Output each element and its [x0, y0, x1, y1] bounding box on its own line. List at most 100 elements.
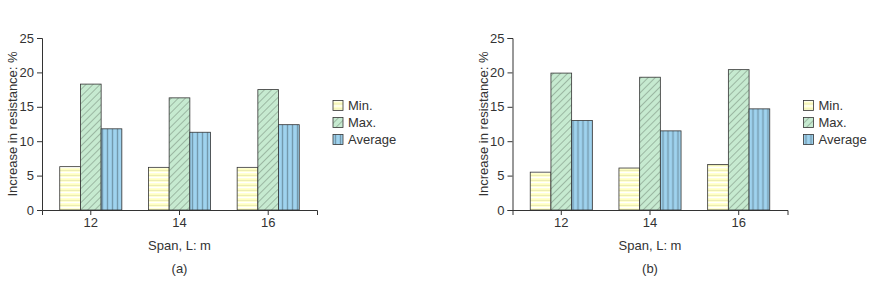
tick-label: 12: [84, 215, 98, 230]
tick-label: 20: [490, 65, 504, 80]
bar: [60, 167, 81, 210]
tick-mark: [508, 72, 513, 73]
tick: 16: [261, 210, 275, 230]
bar: [237, 167, 258, 210]
bar: [279, 125, 300, 210]
bar: [80, 84, 101, 210]
legend-item: Average: [333, 132, 396, 147]
tick-mark: [37, 141, 42, 142]
legend-item: Max.: [804, 115, 847, 130]
tick-label: 0: [27, 203, 34, 218]
tick: 14: [172, 210, 186, 230]
legend-label: Average: [348, 132, 396, 147]
tick: 15: [490, 99, 512, 114]
tick-label: 16: [261, 215, 275, 230]
bar: [551, 73, 572, 210]
chart-title: (a): [172, 261, 188, 276]
bar: [530, 172, 551, 210]
tick-label: 5: [27, 168, 34, 183]
axis-line: [37, 39, 43, 211]
tick-label: 20: [20, 65, 34, 80]
tick-mark: [508, 38, 513, 39]
tick: 5: [497, 168, 512, 183]
legend-label: Average: [819, 132, 867, 147]
tick: 10: [20, 134, 42, 149]
tick-mark: [508, 210, 513, 211]
tick: 25: [20, 31, 42, 46]
tick-label: 12: [554, 215, 568, 230]
x-axis: 12 14 16: [513, 210, 788, 230]
y-axis: 0 5 10 15 20 25: [490, 31, 513, 218]
tick: 10: [490, 134, 512, 149]
tick: 20: [20, 65, 42, 80]
tick: 15: [20, 99, 42, 114]
tick: 12: [84, 210, 98, 230]
tick: 12: [554, 210, 568, 230]
y-axis-title: Increase in resistance: %: [5, 51, 20, 197]
tick-mark: [37, 176, 42, 177]
legend-item: Max.: [333, 115, 376, 130]
bar: [258, 90, 279, 210]
tick-label: 5: [497, 168, 504, 183]
tick: 20: [490, 65, 512, 80]
tick: 25: [490, 31, 512, 46]
bar: [572, 121, 593, 210]
figure: 0 5 10 15 20 25 12 14 16 Increase in resistance: …: [0, 0, 881, 288]
bar: [708, 165, 729, 210]
legend-label: Min.: [819, 98, 844, 113]
bar: [619, 168, 640, 210]
legend-swatch: [333, 101, 343, 111]
chart-panel: 0 5 10 15 20 25 12 14 16 Increase in resistance: …: [5, 31, 396, 276]
legend: Min. Max. Average: [804, 98, 867, 147]
tick-label: 14: [172, 215, 186, 230]
tick-label: 10: [490, 134, 504, 149]
x-axis-title: Span, L: m: [148, 238, 211, 253]
axis-line: [508, 39, 514, 211]
tick: 0: [27, 203, 42, 218]
tick-label: 10: [20, 134, 34, 149]
tick-label: 16: [731, 215, 745, 230]
tick-mark: [37, 72, 42, 73]
tick: 16: [731, 210, 745, 230]
legend-item: Average: [804, 132, 867, 147]
legend-swatch: [804, 118, 814, 128]
legend-label: Max.: [819, 115, 847, 130]
bar: [169, 98, 190, 210]
tick-label: 0: [497, 203, 504, 218]
bars: [60, 84, 300, 210]
bar: [101, 129, 122, 210]
tick: 0: [497, 203, 512, 218]
legend-swatch: [804, 135, 814, 145]
legend-label: Min.: [348, 98, 373, 113]
tick-mark: [37, 107, 42, 108]
bar: [728, 70, 749, 210]
bar: [660, 131, 681, 210]
tick: 5: [27, 168, 42, 183]
tick-label: 14: [643, 215, 657, 230]
bar: [190, 132, 211, 210]
legend-swatch: [804, 101, 814, 111]
tick-mark: [508, 141, 513, 142]
legend-label: Max.: [348, 115, 376, 130]
y-axis-title: Increase in resistance: %: [476, 51, 491, 197]
x-axis-title: Span, L: m: [619, 238, 682, 253]
legend-item: Min.: [333, 98, 373, 113]
chart-panel: 0 5 10 15 20 25 12 14 16 Increase in resistance: …: [476, 31, 867, 276]
tick-label: 15: [490, 99, 504, 114]
legend-swatch: [333, 118, 343, 128]
bar: [640, 77, 661, 210]
tick-mark: [508, 107, 513, 108]
tick-label: 25: [20, 31, 34, 46]
tick-label: 15: [20, 99, 34, 114]
legend: Min. Max. Average: [333, 98, 396, 147]
tick-mark: [508, 176, 513, 177]
chart-title: (b): [642, 261, 658, 276]
tick-mark: [37, 38, 42, 39]
legend-swatch: [333, 135, 343, 145]
bar: [749, 109, 770, 210]
tick-label: 25: [490, 31, 504, 46]
tick: 14: [643, 210, 657, 230]
legend-item: Min.: [804, 98, 844, 113]
x-axis: 12 14 16: [43, 210, 318, 230]
bars: [530, 70, 770, 210]
